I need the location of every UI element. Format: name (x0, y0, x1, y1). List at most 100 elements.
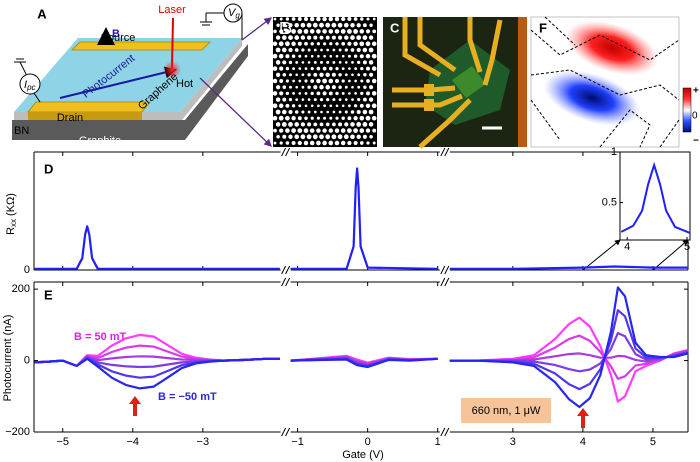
moire-dot (319, 22, 324, 28)
moire-dot (294, 48, 299, 52)
moire-dot (335, 79, 339, 83)
moire-dot (368, 47, 374, 53)
moire-dot (363, 73, 367, 77)
series-line (34, 225, 280, 270)
graphite-label: Graphite (79, 135, 121, 147)
moire-dot (366, 91, 370, 96)
moire-dot (304, 104, 308, 108)
moire-dot (347, 29, 352, 34)
moire-dot (309, 29, 315, 34)
moire-dot (313, 122, 318, 127)
moire-dot (304, 79, 308, 83)
moire-dot (334, 16, 340, 22)
moire-dot (291, 41, 296, 47)
moire-dot (273, 128, 277, 133)
gate-source (223, 3, 243, 23)
moire-dot (368, 97, 374, 102)
moire-dot (341, 79, 345, 83)
wire (33, 92, 41, 103)
axis-break (444, 427, 450, 437)
moire-dot (347, 104, 351, 108)
moire-dot (347, 41, 352, 46)
moire-dot (345, 61, 348, 64)
moire-dot (325, 22, 331, 28)
series-line (449, 265, 688, 270)
moire-dot (281, 35, 287, 40)
moire-dot (309, 128, 315, 133)
moire-dot (335, 42, 339, 46)
moire-dot (325, 134, 331, 140)
moire-dot (372, 29, 377, 34)
marker-arrow (129, 396, 141, 416)
moire-dot (337, 22, 343, 28)
axis-break (440, 147, 446, 157)
moire-dot (331, 72, 336, 77)
axis-break (440, 265, 446, 275)
moire-dot (365, 29, 371, 34)
moire-dot (285, 128, 290, 133)
x-tick-label: −3 (197, 436, 210, 448)
moire-dot (303, 16, 309, 22)
moire-dot (344, 85, 348, 89)
zoom-line (199, 77, 272, 147)
y-tick-label: 200 (12, 283, 30, 295)
moire-dot (275, 47, 281, 53)
annotation: 660 nm, 1 μW (472, 405, 541, 417)
moire-dot (347, 140, 352, 146)
moire-dot (337, 35, 343, 40)
moire-dot (313, 72, 318, 77)
moire-dot (289, 85, 292, 89)
moire-dot (279, 79, 284, 83)
moire-dot (329, 54, 333, 58)
moire-dot (322, 29, 327, 34)
moire-dot (353, 29, 358, 34)
lead (417, 17, 457, 73)
moire-dot (316, 42, 321, 46)
moire-dot (357, 85, 361, 89)
moire-dot (326, 48, 330, 52)
moire-dot (288, 60, 293, 65)
moire-dot (310, 67, 314, 71)
moire-dot (325, 122, 330, 127)
moire-dot (288, 122, 293, 127)
moire-dot (322, 140, 327, 146)
moire-dot (322, 16, 327, 22)
zoom-line (241, 17, 273, 41)
moire-dot (351, 98, 354, 101)
moire-dot (306, 134, 312, 140)
moire-dot (291, 128, 296, 133)
y-axis-unit: (KΩ) (5, 193, 17, 216)
moire-dot (351, 61, 354, 64)
moire-dot (319, 72, 324, 78)
moire-dot (371, 103, 377, 109)
moire-dot (353, 104, 358, 108)
moire-dot (295, 60, 299, 64)
moire-dot (288, 23, 293, 28)
moire-dot (310, 79, 315, 83)
moire-dot (353, 116, 358, 121)
moire-dot (368, 109, 374, 115)
moire-dot (304, 41, 308, 46)
moire-dot (303, 140, 309, 146)
moire-dot (320, 110, 323, 114)
moire-dot (341, 41, 346, 46)
moire-dot (276, 135, 280, 139)
moire-dot (343, 22, 349, 28)
moire-dot (344, 35, 349, 40)
moire-dot (338, 122, 343, 127)
moire-dot (356, 122, 362, 127)
moire-dot (301, 85, 305, 89)
moire-dot (309, 140, 315, 146)
moire-dot (329, 42, 333, 46)
moire-dot (323, 116, 327, 120)
series-line (449, 316, 689, 403)
lead (392, 85, 456, 93)
moire-dot (368, 60, 374, 65)
x-tick-label: 3 (510, 436, 516, 448)
series-line (34, 356, 280, 369)
moire-dot (275, 72, 281, 77)
annotation: B = 50 mT (74, 331, 127, 343)
series-line (620, 161, 691, 234)
moire-dot (285, 141, 290, 145)
moire-dot (332, 98, 336, 102)
